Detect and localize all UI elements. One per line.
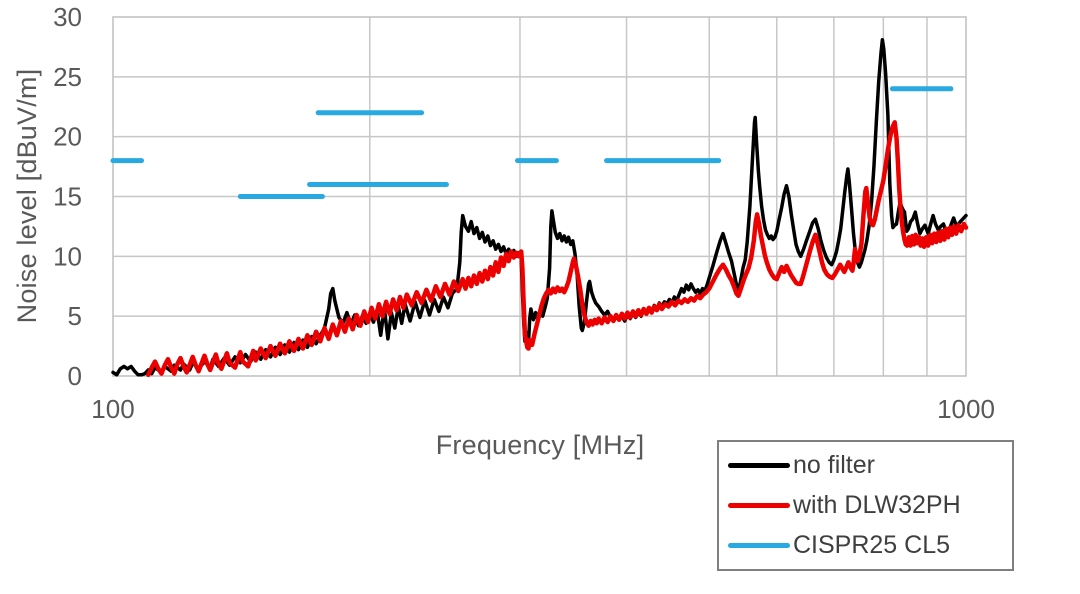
y-tick-label: 0 xyxy=(68,361,82,391)
legend-label: no filter xyxy=(793,451,875,480)
y-tick-label: 15 xyxy=(53,182,82,212)
legend: no filter with DLW32PH CISPR25 CL5 xyxy=(717,440,1014,571)
cispr25-cl5-line-swatch xyxy=(728,542,790,548)
legend-item-no-filter: no filter xyxy=(719,451,1012,480)
series-no-filter xyxy=(111,37,968,377)
y-axis-title: Noise level [dBuV/m] xyxy=(12,68,42,324)
x-tick-label: 1000 xyxy=(937,394,995,424)
x-axis-title: Frequency [MHz] xyxy=(435,430,645,460)
y-tick-label: 10 xyxy=(53,241,82,271)
y-tick-label: 5 xyxy=(68,301,82,331)
plot-border xyxy=(112,16,967,377)
legend-item-cispr25-cl5: CISPR25 CL5 xyxy=(719,531,1012,560)
legend-item-with-dlw32ph: with DLW32PH xyxy=(719,491,1012,520)
legend-label: CISPR25 CL5 xyxy=(793,530,951,559)
with-dlw32ph-line-swatch xyxy=(728,502,790,508)
x-tick-label: 100 xyxy=(91,394,134,424)
y-tick-label: 20 xyxy=(53,122,82,152)
legend-label: with DLW32PH xyxy=(793,490,961,519)
y-tick-label: 30 xyxy=(53,2,82,32)
series-with-dlw32ph xyxy=(146,120,969,378)
no-filter-line-swatch xyxy=(728,463,790,469)
y-tick-label: 25 xyxy=(53,62,82,92)
